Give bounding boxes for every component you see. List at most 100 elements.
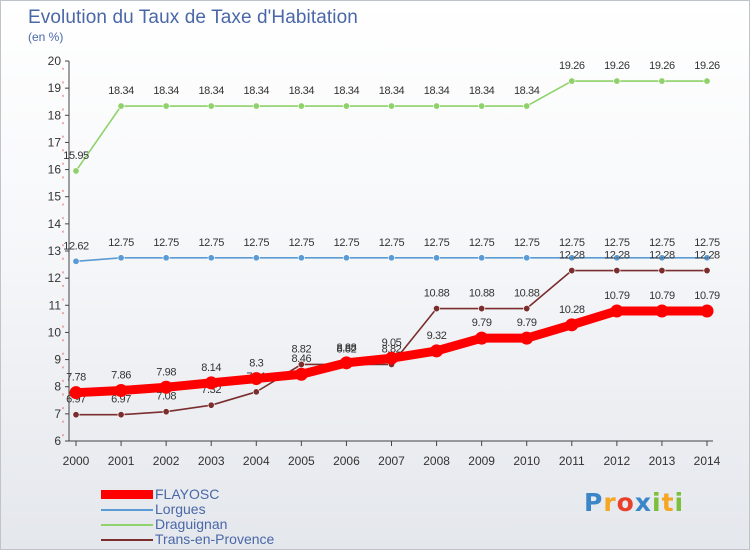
- data-label-flayosc: 10.28: [559, 304, 585, 316]
- data-point-flayosc: [565, 318, 579, 332]
- data-label-flayosc: 9.79: [517, 317, 537, 329]
- data-point-flayosc: [430, 344, 444, 358]
- data-point-draguignan: [387, 102, 395, 110]
- data-point-draguignan: [613, 77, 621, 85]
- data-point-trans-en-provence: [297, 360, 305, 368]
- data-point-lorgues: [162, 254, 170, 262]
- x-tick-label: 2012: [604, 454, 631, 468]
- proxiti-logo: Proxiti: [584, 488, 684, 517]
- data-label-flayosc: 9.32: [427, 330, 447, 342]
- logo-letter: i: [652, 488, 662, 517]
- legend-item-draguignan[interactable]: Draguignan: [101, 517, 361, 532]
- legend-item-lorgues[interactable]: Lorgues: [101, 502, 361, 517]
- data-label-trans-en-provence: 8.82: [291, 343, 311, 355]
- data-label-lorgues: 12.75: [514, 237, 540, 249]
- data-label-draguignan: 18.34: [244, 85, 270, 97]
- data-point-flayosc: [114, 384, 128, 398]
- y-tick-label: 17: [48, 135, 62, 149]
- data-point-lorgues: [433, 254, 441, 262]
- legend-swatch-flayosc: [101, 490, 153, 499]
- legend-label: FLAYOSC: [155, 486, 220, 502]
- x-tick-label: 2005: [288, 454, 315, 468]
- data-point-flayosc: [385, 351, 398, 365]
- data-label-draguignan: 18.34: [108, 85, 134, 97]
- data-point-flayosc: [69, 386, 83, 400]
- data-point-trans-en-provence: [703, 267, 711, 275]
- data-label-lorgues: 12.75: [289, 237, 315, 249]
- data-label-trans-en-provence: 12.28: [694, 250, 720, 262]
- data-point-lorgues: [703, 254, 711, 262]
- y-tick-label: 11: [49, 298, 62, 312]
- data-label-lorgues: 12.75: [198, 237, 224, 249]
- y-tick-label: 18: [48, 108, 62, 122]
- x-tick-label: 2010: [513, 454, 540, 468]
- data-point-lorgues: [568, 254, 576, 262]
- data-point-lorgues: [478, 254, 486, 262]
- data-point-flayosc: [655, 304, 669, 318]
- legend: FLAYOSC Lorgues Draguignan Trans-en-Prov…: [101, 487, 361, 547]
- y-tick-label: 6: [54, 434, 61, 448]
- data-label-lorgues: 12.75: [649, 237, 675, 249]
- data-label-lorgues: 12.75: [108, 237, 134, 249]
- data-label-flayosc: 8.3: [249, 358, 263, 370]
- data-label-trans-en-provence: 10.88: [514, 288, 540, 300]
- data-label-lorgues: 12.75: [379, 237, 405, 249]
- legend-label: Lorgues: [155, 501, 206, 517]
- data-label-lorgues: 12.75: [153, 237, 179, 249]
- data-point-lorgues: [72, 257, 80, 265]
- data-label-lorgues: 12.75: [244, 237, 270, 249]
- data-point-flayosc: [249, 372, 263, 386]
- data-point-lorgues: [613, 254, 621, 262]
- legend-item-trans-en-provence[interactable]: Trans-en-Provence: [101, 532, 361, 547]
- data-label-draguignan: 19.26: [649, 60, 675, 72]
- data-point-draguignan: [478, 102, 486, 110]
- data-label-flayosc: 10.79: [604, 290, 630, 302]
- data-point-trans-en-provence: [252, 388, 260, 396]
- x-tick-label: 2014: [694, 454, 721, 468]
- data-point-draguignan: [117, 102, 125, 110]
- y-tick-label: 9: [54, 353, 61, 367]
- data-point-lorgues: [523, 254, 531, 262]
- data-point-flayosc: [159, 380, 173, 394]
- x-tick-label: 2006: [333, 454, 360, 468]
- data-point-draguignan: [658, 77, 666, 85]
- x-tick-label: 2009: [468, 454, 495, 468]
- logo-letter: r: [603, 488, 617, 517]
- legend-label: Trans-en-Provence: [155, 531, 275, 547]
- data-label-trans-en-provence: 7.08: [156, 391, 176, 403]
- data-point-draguignan: [568, 77, 576, 85]
- data-label-draguignan: 19.26: [604, 60, 630, 72]
- data-point-flayosc: [475, 331, 489, 345]
- data-point-draguignan: [297, 102, 305, 110]
- data-point-flayosc: [520, 331, 534, 345]
- legend-item-flayosc[interactable]: FLAYOSC: [101, 487, 361, 502]
- logo-letter: o: [616, 488, 635, 517]
- y-tick-label: 8: [54, 380, 61, 394]
- data-label-draguignan: 18.34: [334, 85, 360, 97]
- logo-letter: t: [661, 488, 675, 517]
- data-label-lorgues: 12.75: [559, 237, 585, 249]
- y-tick-label: 15: [48, 190, 62, 204]
- y-tick-label: 13: [48, 244, 62, 258]
- x-tick-label: 2008: [423, 454, 450, 468]
- x-tick-label: 2003: [198, 454, 225, 468]
- data-point-flayosc: [339, 356, 353, 370]
- data-label-flayosc: 10.79: [694, 290, 720, 302]
- chart-subtitle: (en %): [28, 30, 64, 44]
- data-point-trans-en-provence: [613, 267, 621, 275]
- data-point-draguignan: [162, 102, 170, 110]
- logo-letter: x: [634, 488, 652, 517]
- data-label-flayosc: 8.88: [337, 342, 357, 354]
- y-tick-label: 19: [48, 81, 62, 95]
- data-label-flayosc: 10.79: [649, 290, 675, 302]
- data-point-flayosc: [294, 367, 308, 381]
- data-point-lorgues: [658, 254, 666, 262]
- legend-swatch-draguignan: [101, 524, 153, 526]
- x-tick-label: 2000: [63, 454, 90, 468]
- data-point-draguignan: [523, 102, 531, 110]
- x-tick-label: 2011: [559, 454, 585, 468]
- data-label-flayosc: 7.86: [111, 370, 131, 382]
- data-label-trans-en-provence: 8.82: [337, 343, 357, 355]
